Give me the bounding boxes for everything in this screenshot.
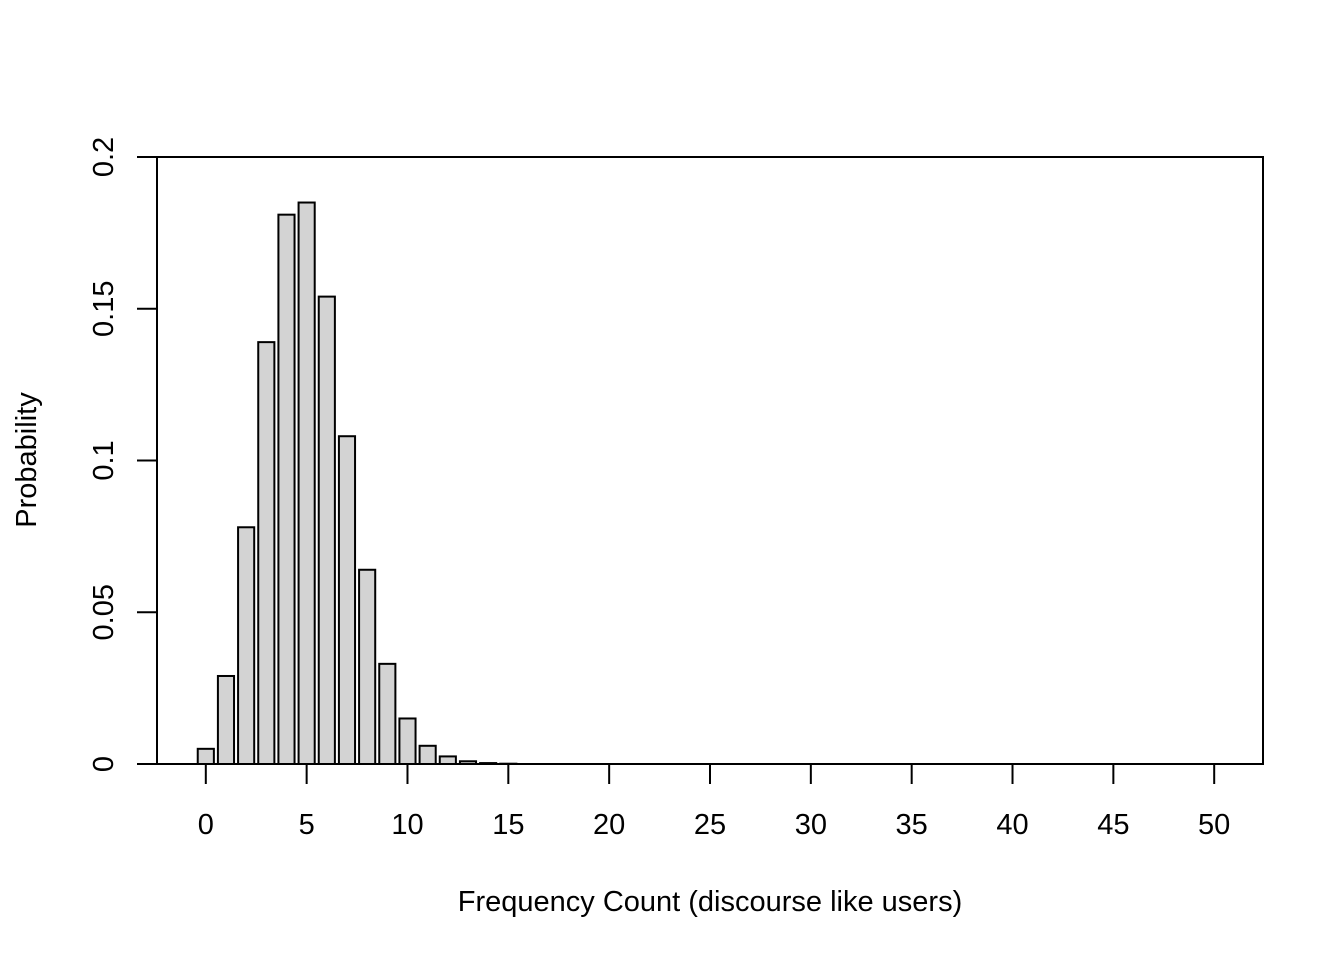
bar-4 [277,213,296,766]
x-axis: 0 5 10 15 20 25 30 35 40 45 50 [198,763,1230,841]
bar-11 [418,744,437,765]
x-tick-label-0: 0 [198,809,214,841]
bar-8 [358,568,377,766]
bar-7 [337,435,357,765]
x-tick-label-10: 10 [391,809,423,841]
bar-0 [196,747,215,766]
bar-2 [237,526,256,766]
bar-12 [438,755,457,765]
x-axis-title: Frequency Count (discourse like users) [458,886,962,918]
y-tick-label-0.2: 0.2 [88,137,120,177]
x-tick-label-30: 30 [795,809,827,841]
bar-9 [378,662,397,765]
x-tick-label-5: 5 [299,809,315,841]
y-tick-label-0.15: 0.15 [88,281,120,337]
x-tick-label-50: 50 [1198,809,1230,841]
bar-6 [317,295,336,765]
bars-group [196,201,518,766]
y-tick-label-0.05: 0.05 [88,584,120,640]
x-tick-label-15: 15 [492,809,524,841]
bar-3 [257,341,276,765]
x-tick-label-25: 25 [694,809,726,841]
bar-10 [398,717,417,765]
bar-5 [297,201,316,765]
y-tick-label-0: 0 [88,756,120,772]
y-axis: 0 0.05 0.1 0.15 0.2 [88,137,158,772]
y-axis-title: Probability [11,392,43,528]
x-tick-label-45: 45 [1097,809,1129,841]
x-tick-label-20: 20 [593,809,625,841]
bar-1 [216,674,236,765]
x-tick-label-35: 35 [896,809,928,841]
y-tick-label-0.1: 0.1 [88,440,120,480]
x-tick-label-40: 40 [996,809,1028,841]
